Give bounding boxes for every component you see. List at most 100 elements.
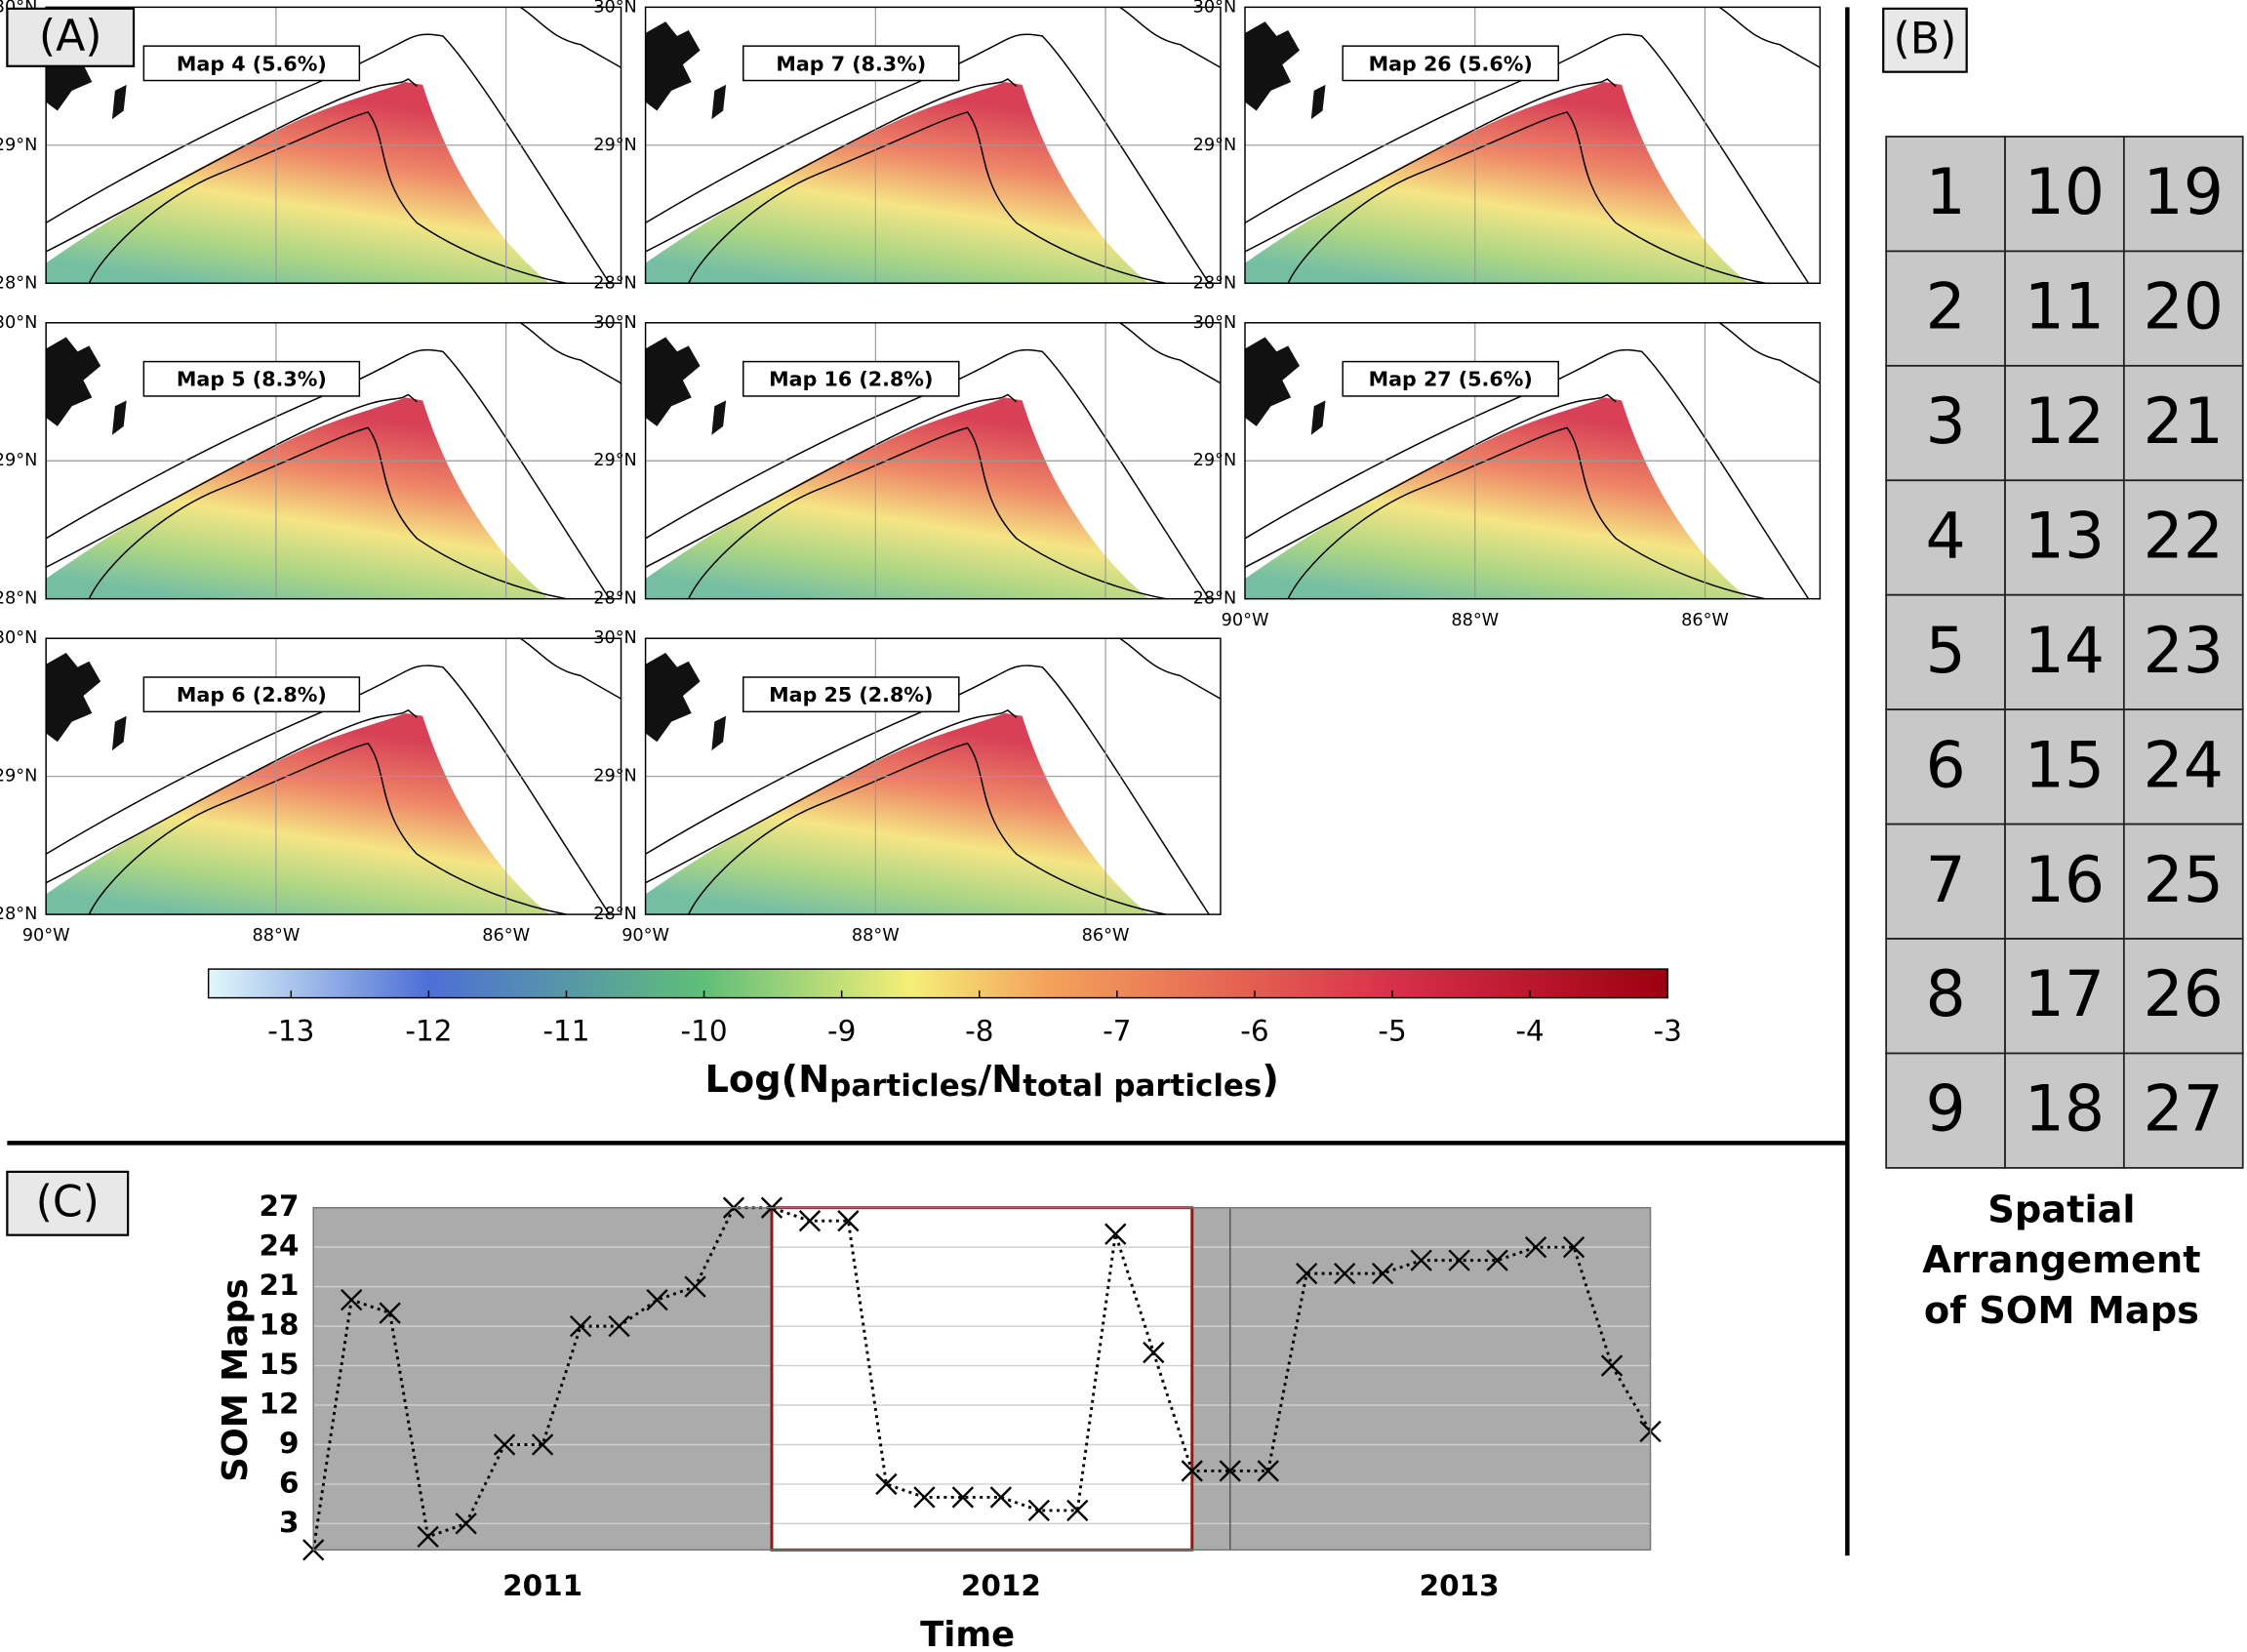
som-cell-number: 26 [2144, 958, 2224, 1031]
data-marker [1334, 1262, 1356, 1285]
lat-tick-label: 29°N [593, 451, 637, 470]
coastline [645, 637, 1222, 884]
som-cell [2004, 136, 2125, 253]
som-cell-number: 2 [1925, 271, 1965, 344]
shelf-contour [645, 665, 1210, 915]
lat-tick-label: 28°N [593, 273, 637, 293]
data-marker [455, 1512, 477, 1535]
lon-tick-label: 86°W [1082, 926, 1130, 946]
panel-label-box [6, 7, 136, 67]
som-cell [1885, 136, 2006, 253]
data-marker [989, 1486, 1013, 1509]
data-marker [1027, 1499, 1050, 1522]
plume [645, 712, 1149, 915]
data-marker [875, 1472, 898, 1496]
map-label: Map 5 (8.3%) [177, 368, 327, 391]
data-marker [837, 1210, 860, 1232]
y-tick-label: 21 [259, 1269, 299, 1302]
lat-tick-label: 28°N [0, 589, 37, 609]
som-cell-number: 5 [1925, 615, 1965, 688]
som-cell [2122, 1052, 2244, 1169]
lat-tick-label: 28°N [593, 905, 637, 924]
som-cell-number: 15 [2025, 729, 2106, 802]
panel-label: (A) [39, 12, 102, 61]
lat-tick-label: 28°N [1193, 589, 1237, 609]
som-cell-number: 10 [2025, 156, 2106, 229]
marsh [1245, 337, 1326, 435]
data-marker [1524, 1236, 1547, 1259]
map-label: Map 4 (5.6%) [177, 52, 327, 75]
som-cell-number: 19 [2144, 156, 2224, 229]
plume [1245, 397, 1748, 599]
som-caption: of SOM Maps [1924, 1289, 2199, 1333]
data-marker [379, 1302, 401, 1324]
coastline [1244, 322, 1821, 568]
data-marker [341, 1288, 363, 1311]
som-cell-number: 3 [1925, 385, 1965, 459]
lon-tick-label: 88°W [1451, 611, 1499, 630]
map-frame [1244, 322, 1822, 600]
map-label: Map 16 (2.8%) [769, 368, 933, 391]
colorbar-tick-label: -7 [1103, 1014, 1131, 1047]
panel-label: (C) [36, 1178, 100, 1228]
map-panels: 28°N 29°N 30°N Map 4 (5.6%) 28°N 29°N 30°N Map … [0, 0, 1822, 946]
data-marker [417, 1525, 439, 1549]
coastline [45, 6, 622, 253]
colorbar-label-part: ) [1262, 1058, 1279, 1102]
map-label-box [1342, 360, 1559, 397]
map: 90°W 88°W 86°W 28°N 29°N 30°N Map 25 (2.8%) [593, 628, 1222, 946]
lat-tick-label: 29°N [1193, 136, 1237, 155]
lat-tick-label: 29°N [593, 136, 637, 155]
map-label-box [742, 360, 960, 397]
lon-tick-label: 90°W [622, 926, 669, 946]
map-label: Map 25 (2.8%) [769, 683, 933, 706]
map-label: Map 27 (5.6%) [1369, 368, 1533, 391]
som-cell [1885, 823, 2006, 940]
som-cell [2004, 479, 2125, 596]
map-label: Map 6 (2.8%) [177, 683, 327, 706]
som-cell-number: 27 [2144, 1073, 2224, 1147]
shelf-contour [45, 348, 611, 600]
data-marker [1448, 1249, 1470, 1271]
panel-label-box [1882, 7, 1968, 73]
plume [46, 81, 549, 284]
som-cell [1885, 938, 2006, 1055]
y-tick-label: 24 [259, 1229, 299, 1263]
shelf-contour [645, 33, 1210, 284]
lon-tick-label: 86°W [482, 926, 530, 946]
y-axis-label: SOM Maps [216, 1278, 256, 1481]
lat-tick-label: 28°N [0, 905, 37, 924]
lat-tick-label: 29°N [1193, 451, 1237, 470]
som-cell-number: 17 [2025, 958, 2106, 1031]
som-cell-number: 4 [1925, 501, 1965, 574]
plume [1245, 81, 1748, 284]
data-marker [569, 1314, 592, 1338]
map-frame [644, 6, 1222, 285]
marsh [46, 652, 127, 751]
som-cell-number: 22 [2144, 501, 2224, 574]
som-cell-number: 9 [1925, 1073, 1965, 1147]
map-label-box [1342, 45, 1559, 82]
som-cell [2004, 1052, 2125, 1169]
som-cell-number: 16 [2025, 844, 2106, 917]
data-marker [1219, 1460, 1241, 1482]
lon-tick-label: 90°W [1222, 611, 1269, 630]
colorbar-tick-label: -8 [965, 1014, 993, 1047]
map: 28°N 29°N 30°N Map 5 (8.3%) [0, 313, 622, 609]
map-frame [45, 322, 622, 600]
map-frame [644, 322, 1222, 600]
som-cell [2004, 708, 2125, 826]
panel-label-box [6, 1170, 130, 1236]
som-caption: Spatial [1987, 1189, 2135, 1232]
y-tick-label: 18 [259, 1309, 299, 1342]
y-tick-label: 6 [279, 1466, 300, 1499]
som-cell-number: 23 [2144, 615, 2224, 688]
coastline [645, 6, 1222, 253]
som-cell-number: 12 [2025, 385, 2106, 459]
map: 90°W 88°W 86°W 28°N 29°N 30°N Map 27 (5.6%) [1193, 313, 1822, 630]
y-tick-label: 15 [259, 1348, 299, 1381]
plume [645, 397, 1149, 599]
y-tick-label: 27 [259, 1189, 299, 1223]
data-marker [798, 1210, 822, 1232]
